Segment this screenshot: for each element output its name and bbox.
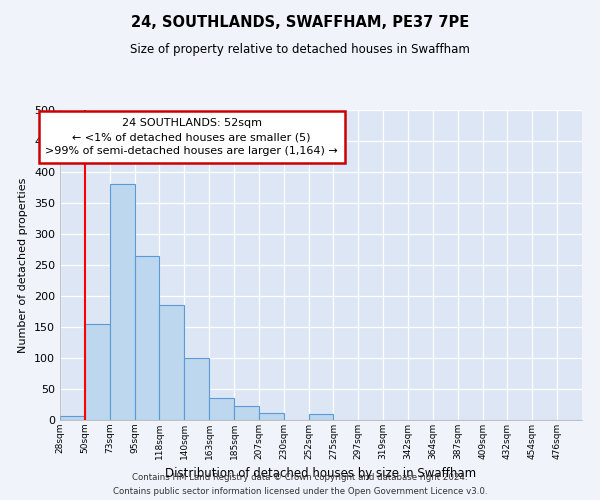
Bar xyxy=(234,406,259,420)
Bar xyxy=(209,398,234,420)
Bar xyxy=(184,358,209,420)
Text: Size of property relative to detached houses in Swaffham: Size of property relative to detached ho… xyxy=(130,42,470,56)
Bar xyxy=(110,184,134,420)
Text: 24, SOUTHLANDS, SWAFFHAM, PE37 7PE: 24, SOUTHLANDS, SWAFFHAM, PE37 7PE xyxy=(131,15,469,30)
Bar xyxy=(160,306,184,420)
Text: Contains public sector information licensed under the Open Government Licence v3: Contains public sector information licen… xyxy=(113,486,487,496)
Bar xyxy=(85,324,110,420)
Bar xyxy=(60,416,85,420)
Text: 24 SOUTHLANDS: 52sqm
← <1% of detached houses are smaller (5)
>99% of semi-detac: 24 SOUTHLANDS: 52sqm ← <1% of detached h… xyxy=(46,118,338,156)
X-axis label: Distribution of detached houses by size in Swaffham: Distribution of detached houses by size … xyxy=(166,468,476,480)
Bar xyxy=(134,256,160,420)
Text: Contains HM Land Registry data © Crown copyright and database right 2024.: Contains HM Land Registry data © Crown c… xyxy=(132,472,468,482)
Y-axis label: Number of detached properties: Number of detached properties xyxy=(19,178,28,352)
Bar xyxy=(308,414,334,420)
Bar xyxy=(259,412,284,420)
